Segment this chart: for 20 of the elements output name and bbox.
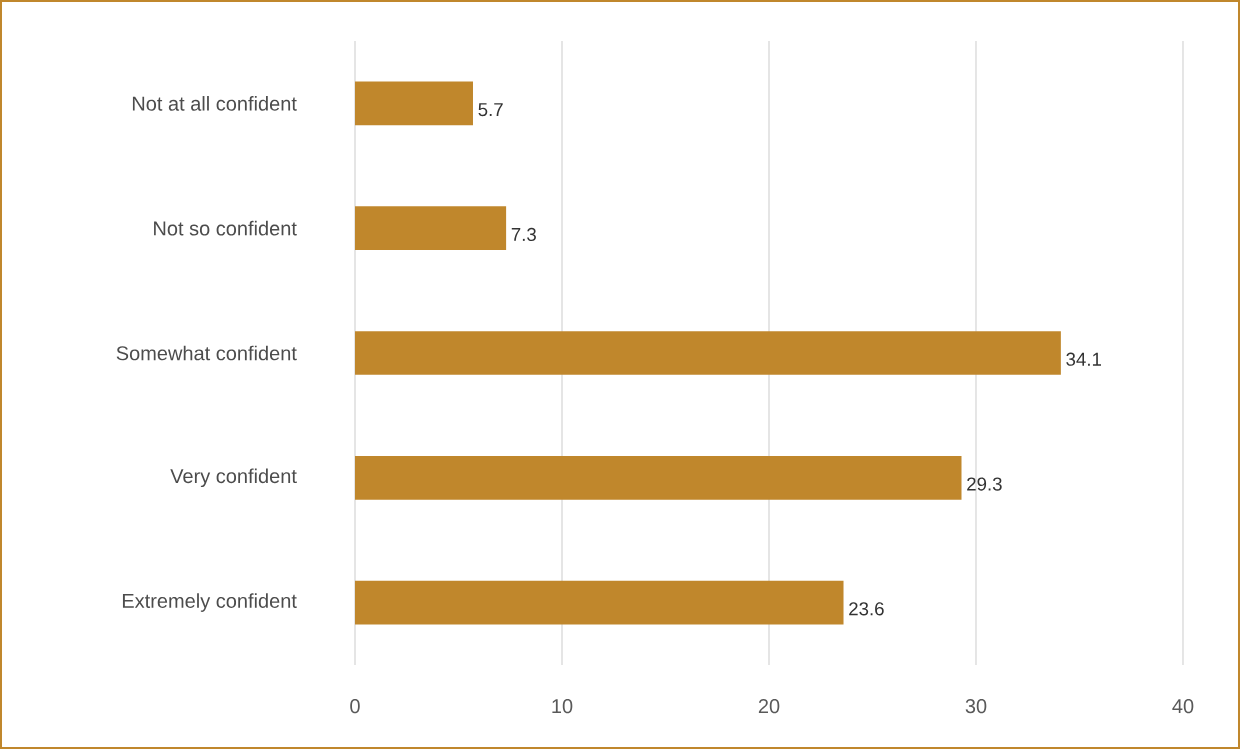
bar [355,455,962,500]
y-tick-label: Very confident [170,468,297,488]
data-label: 7.3 [511,227,536,242]
y-tick-label: Somewhat confident [116,345,297,361]
data-label: 34.1 [1066,352,1101,366]
data-label: 29.3 [967,477,1002,491]
x-tick-label: 30 [965,699,987,714]
bar [355,206,507,251]
x-tick-label: 0 [350,699,360,714]
bar [355,81,473,126]
bar [355,580,844,625]
x-tick-label: 20 [758,699,780,714]
y-tick-label: Not at all confident [132,96,297,111]
bar [355,331,1061,375]
y-tick-label: Not so confident [154,220,297,236]
data-label: 23.6 [849,602,884,616]
data-label: 5.7 [478,103,503,117]
x-tick-label: 10 [552,699,573,714]
x-tick-label: 40 [1172,699,1194,714]
y-tick-label: Extremely confident [122,593,297,612]
